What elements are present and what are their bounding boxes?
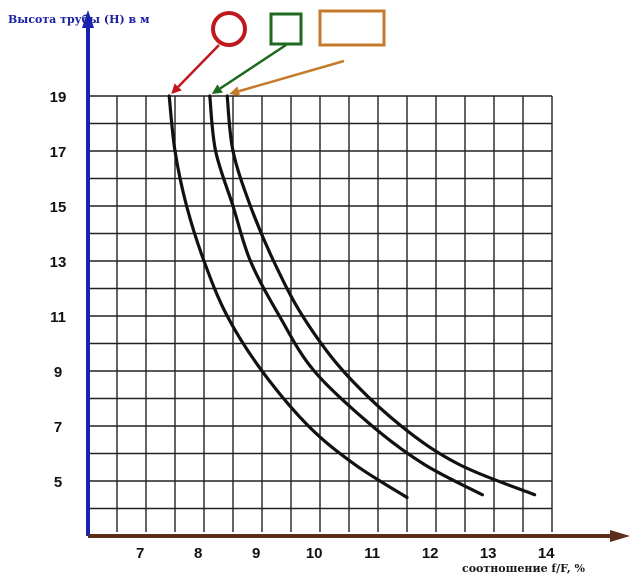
x-tick-label: 7 (136, 545, 144, 562)
legend (171, 11, 384, 96)
grid (88, 96, 552, 532)
y-tick-label: 9 (54, 364, 62, 381)
legend-arrowhead-rectangle (229, 86, 240, 96)
y-tick-label: 13 (50, 254, 67, 271)
y-tick-label: 5 (54, 474, 62, 491)
y-tick-label: 17 (50, 144, 67, 161)
legend-square-marker (271, 14, 301, 44)
x-tick-label: 14 (538, 545, 555, 562)
y-tick-label: 15 (50, 199, 67, 216)
x-tick-label: 12 (422, 545, 439, 562)
x-tick-label: 9 (252, 545, 260, 562)
legend-arrow-square (220, 45, 286, 88)
legend-circle-marker (213, 13, 245, 45)
y-axis-title: Высота трубы (Н) в м (8, 13, 150, 26)
y-tick-label: 11 (50, 309, 66, 326)
legend-rectangle-marker (320, 11, 384, 45)
x-axis-arrowhead (610, 530, 630, 542)
legend-arrow-circle (178, 45, 219, 87)
series-line-2 (210, 96, 483, 495)
series-lines (169, 96, 534, 498)
axes (82, 10, 630, 542)
x-tick-label: 13 (480, 545, 497, 562)
x-axis-title: соотношение f/F, % (462, 562, 586, 575)
series-line-1 (169, 96, 407, 498)
x-tick-label: 8 (194, 545, 202, 562)
x-tick-label: 10 (306, 545, 323, 562)
x-tick-label: 11 (364, 545, 380, 562)
tick-labels: 7 8 9 10 11 12 13 14 5 7 9 11 13 15 17 19 (50, 89, 556, 562)
y-tick-label: 7 (54, 419, 62, 436)
y-tick-label: 19 (50, 89, 67, 106)
